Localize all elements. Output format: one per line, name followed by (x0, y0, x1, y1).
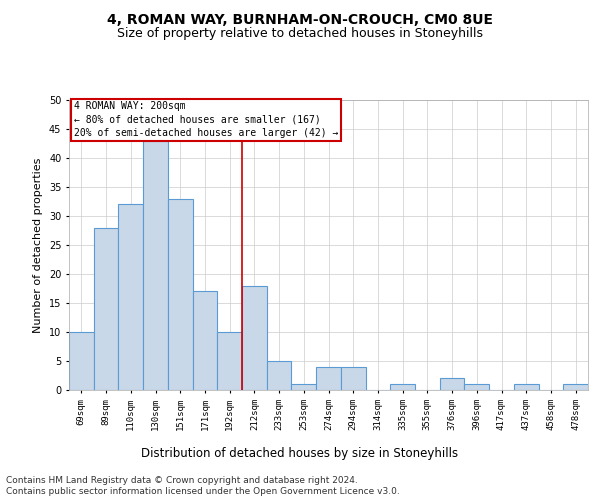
Bar (94, 228, 118, 390)
Bar (69, 332, 94, 390)
Text: Contains HM Land Registry data © Crown copyright and database right 2024.: Contains HM Land Registry data © Crown c… (6, 476, 358, 485)
Y-axis label: Number of detached properties: Number of detached properties (34, 158, 43, 332)
Bar (514, 384, 539, 390)
Text: 4, ROMAN WAY, BURNHAM-ON-CROUCH, CM0 8UE: 4, ROMAN WAY, BURNHAM-ON-CROUCH, CM0 8UE (107, 12, 493, 26)
Bar (217, 332, 242, 390)
Bar (168, 198, 193, 390)
Bar (143, 140, 168, 390)
Bar (464, 384, 489, 390)
Bar (440, 378, 464, 390)
Bar (341, 367, 365, 390)
Text: Contains public sector information licensed under the Open Government Licence v3: Contains public sector information licen… (6, 488, 400, 496)
Text: Distribution of detached houses by size in Stoneyhills: Distribution of detached houses by size … (142, 448, 458, 460)
Bar (267, 361, 292, 390)
Bar (563, 384, 588, 390)
Bar (390, 384, 415, 390)
Text: 4 ROMAN WAY: 200sqm
← 80% of detached houses are smaller (167)
20% of semi-detac: 4 ROMAN WAY: 200sqm ← 80% of detached ho… (74, 102, 338, 138)
Bar (242, 286, 267, 390)
Bar (193, 292, 217, 390)
Bar (292, 384, 316, 390)
Bar (118, 204, 143, 390)
Text: Size of property relative to detached houses in Stoneyhills: Size of property relative to detached ho… (117, 28, 483, 40)
Bar (316, 367, 341, 390)
